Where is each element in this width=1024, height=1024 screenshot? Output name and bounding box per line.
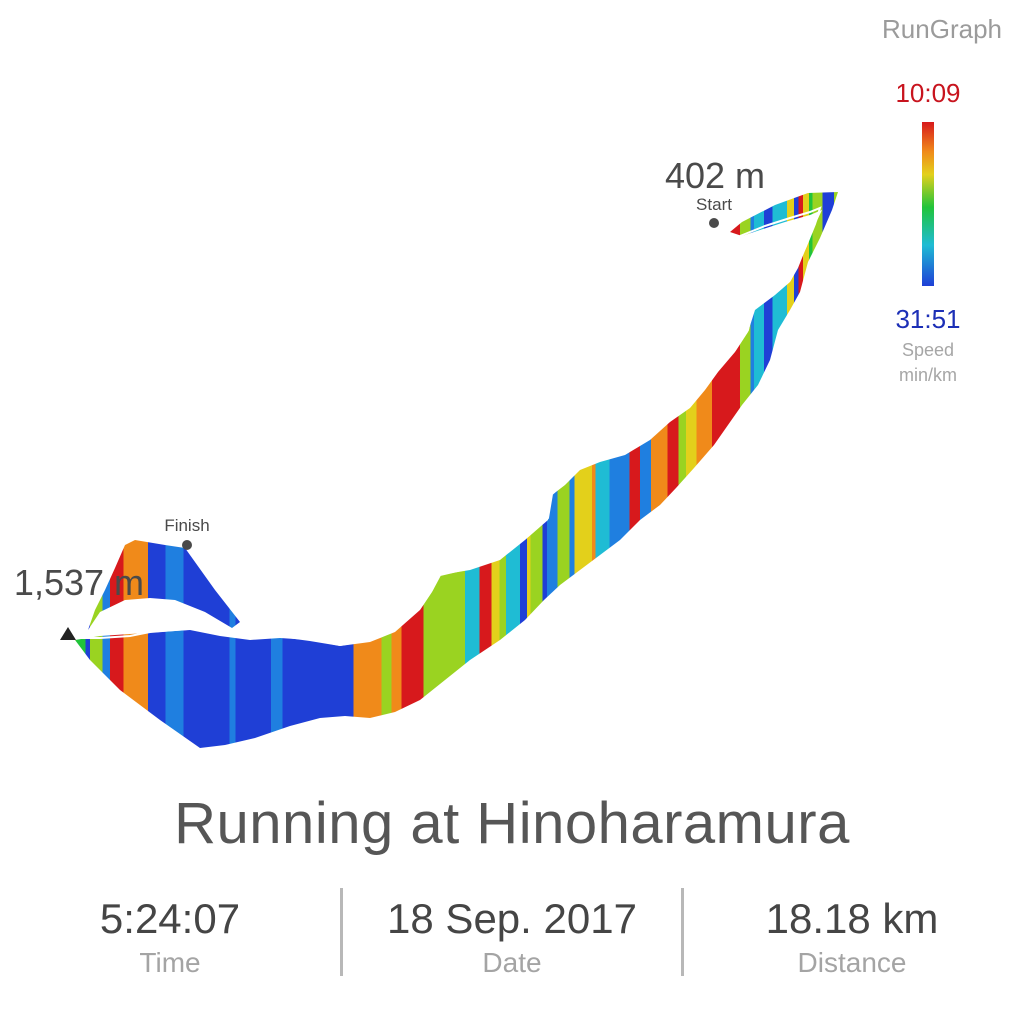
finish-marker (182, 540, 192, 550)
legend-max-pace: 10:09 (895, 78, 961, 108)
app-brand: RunGraph (882, 14, 1002, 44)
finish-spur-ribbon (88, 540, 240, 630)
legend-color-bar (922, 122, 934, 286)
elevation-ribbon (75, 192, 838, 748)
time-label: Time (139, 947, 201, 978)
start-label: Start (696, 195, 732, 214)
stat-time: 5:24:07 Time (10, 895, 330, 983)
start-elevation-label: 402 m (665, 155, 765, 196)
start-marker (709, 218, 719, 228)
legend-min-pace: 31:51 (895, 304, 961, 334)
speed-legend: 10:09 31:51 Speed min/km (870, 78, 986, 398)
stat-date: 18 Sep. 2017 Date (352, 895, 672, 983)
time-value: 5:24:07 (99, 895, 241, 942)
max-elevation-marker (60, 627, 76, 640)
stat-distance: 18.18 km Distance (692, 895, 1012, 983)
legend-unit: min/km (899, 365, 957, 385)
max-elevation-label: 1,537 m (14, 562, 144, 603)
stat-divider (340, 888, 343, 976)
distance-value: 18.18 km (765, 895, 939, 942)
date-label: Date (482, 947, 542, 978)
elevation-line (70, 206, 822, 647)
date-value: 18 Sep. 2017 (387, 895, 637, 942)
activity-title: Running at Hinoharamura (174, 791, 850, 856)
distance-label: Distance (797, 947, 907, 978)
finish-label: Finish (164, 516, 209, 535)
stat-divider (681, 888, 684, 976)
legend-title: Speed (901, 340, 955, 360)
